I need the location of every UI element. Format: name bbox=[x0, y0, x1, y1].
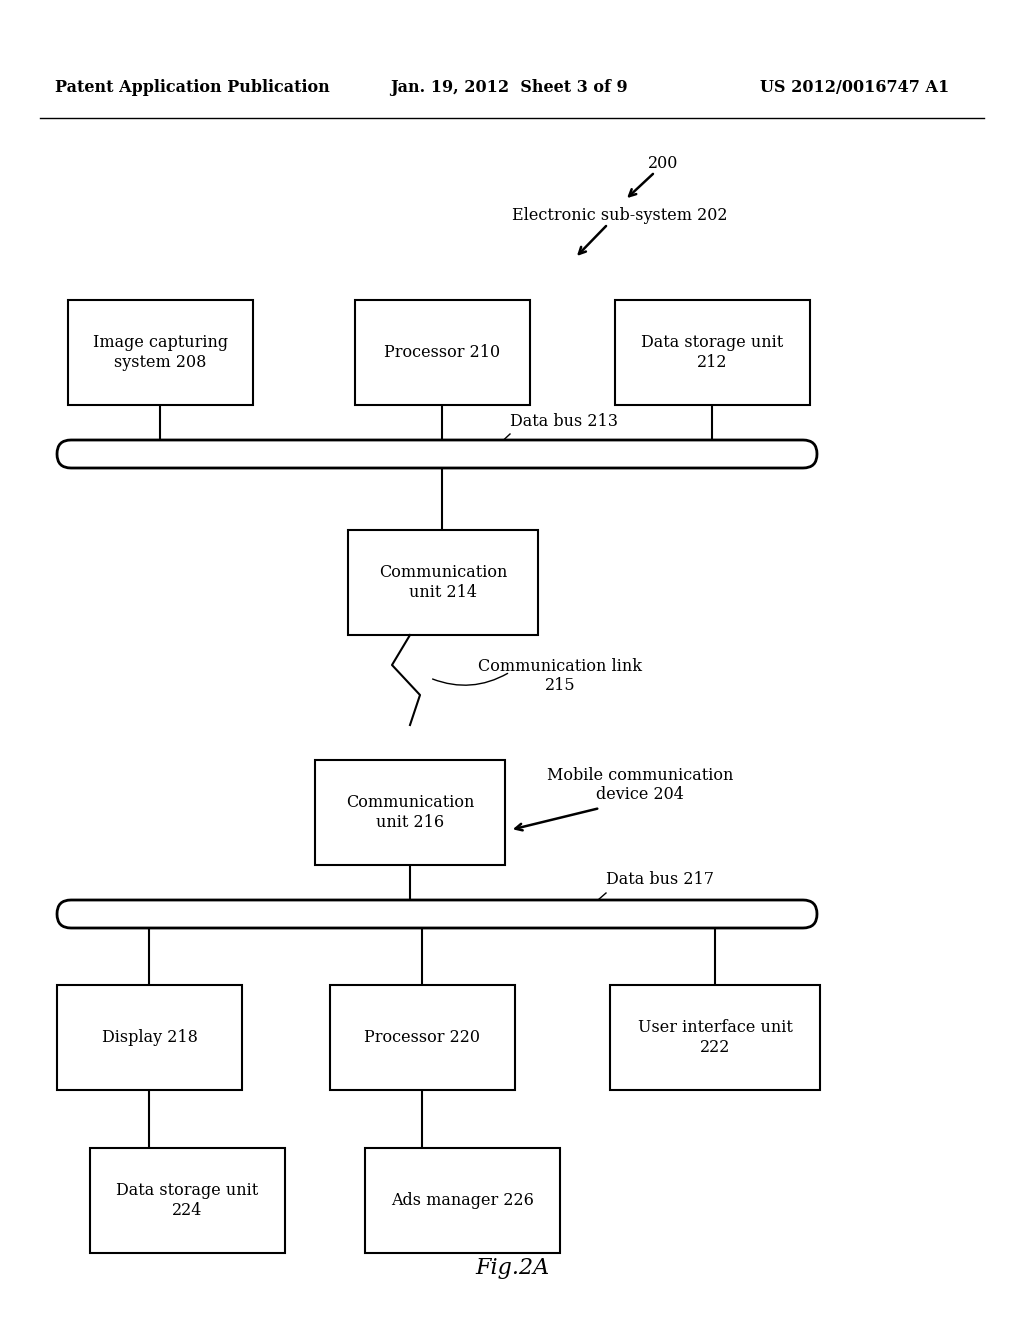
Text: User interface unit
222: User interface unit 222 bbox=[638, 1019, 793, 1056]
Text: Patent Application Publication: Patent Application Publication bbox=[55, 79, 330, 96]
Bar bbox=[348, 531, 538, 635]
Bar bbox=[90, 1148, 285, 1253]
Bar bbox=[365, 1148, 560, 1253]
Bar bbox=[615, 300, 810, 405]
FancyBboxPatch shape bbox=[57, 900, 817, 928]
FancyBboxPatch shape bbox=[57, 440, 817, 469]
Bar bbox=[330, 985, 515, 1090]
Bar bbox=[355, 300, 530, 405]
Bar bbox=[315, 760, 505, 865]
Text: Processor 210: Processor 210 bbox=[384, 345, 501, 360]
Text: Data storage unit
212: Data storage unit 212 bbox=[641, 334, 783, 371]
Text: Communication link
215: Communication link 215 bbox=[478, 657, 642, 694]
Text: Processor 220: Processor 220 bbox=[365, 1030, 480, 1045]
Text: Data bus 217: Data bus 217 bbox=[606, 871, 714, 888]
Text: Electronic sub-system 202: Electronic sub-system 202 bbox=[512, 206, 728, 223]
Text: Communication
unit 214: Communication unit 214 bbox=[379, 564, 507, 601]
Text: Data bus 213: Data bus 213 bbox=[510, 413, 618, 430]
Text: Image capturing
system 208: Image capturing system 208 bbox=[93, 334, 228, 371]
Text: Fig.2A: Fig.2A bbox=[475, 1257, 549, 1279]
Text: US 2012/0016747 A1: US 2012/0016747 A1 bbox=[760, 79, 949, 96]
Bar bbox=[610, 985, 820, 1090]
Text: Jan. 19, 2012  Sheet 3 of 9: Jan. 19, 2012 Sheet 3 of 9 bbox=[390, 79, 628, 96]
Bar bbox=[57, 985, 242, 1090]
Text: 200: 200 bbox=[648, 154, 678, 172]
Text: Display 218: Display 218 bbox=[101, 1030, 198, 1045]
Text: Communication
unit 216: Communication unit 216 bbox=[346, 795, 474, 830]
Text: Data storage unit
224: Data storage unit 224 bbox=[117, 1183, 259, 1218]
Bar bbox=[68, 300, 253, 405]
Text: Mobile communication
device 204: Mobile communication device 204 bbox=[547, 767, 733, 804]
Text: Ads manager 226: Ads manager 226 bbox=[391, 1192, 534, 1209]
